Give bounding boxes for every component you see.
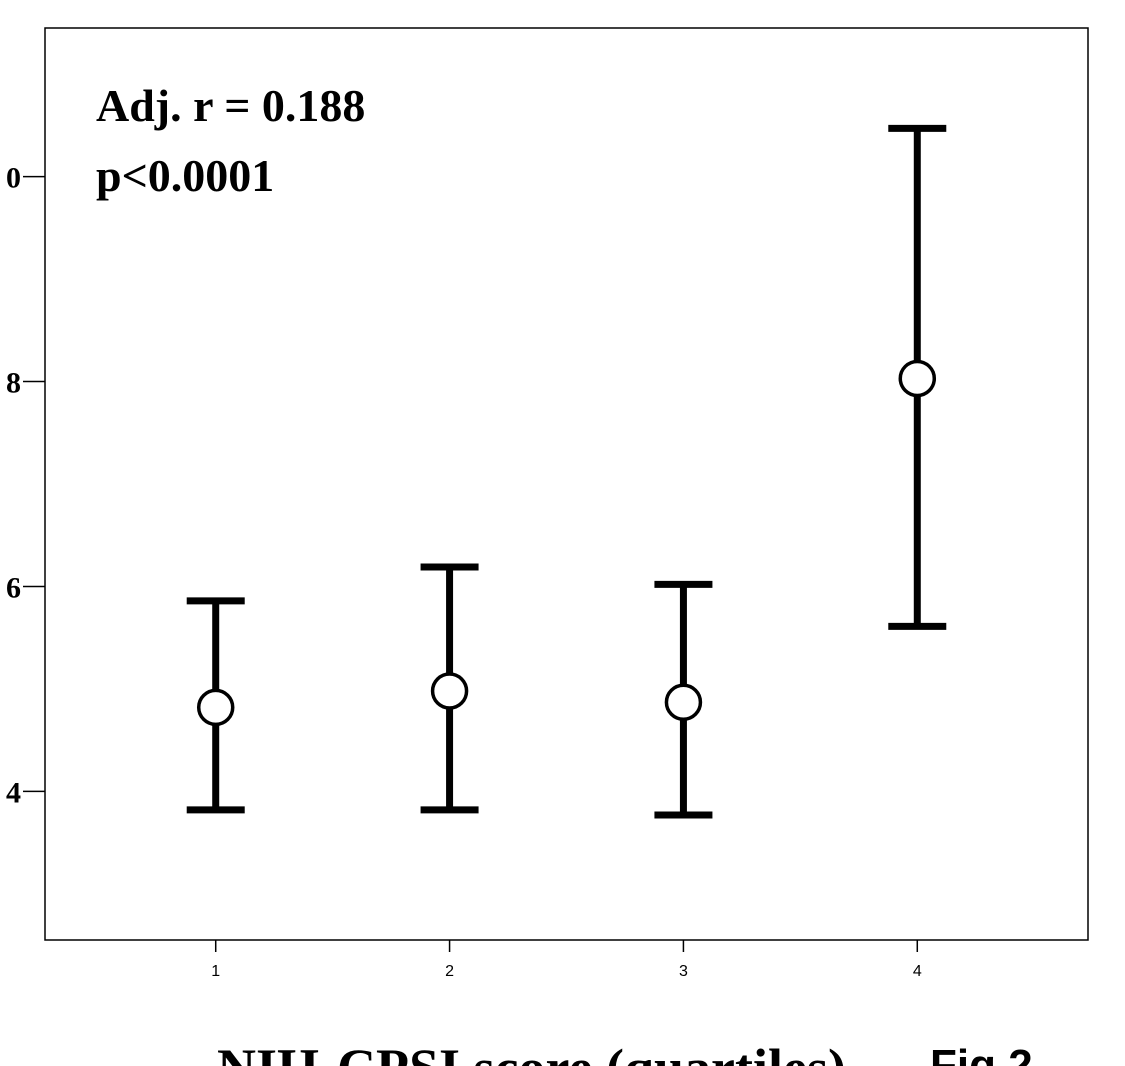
error-bar-group (654, 580, 713, 819)
mean-marker (898, 359, 937, 398)
series-means-with-error-bars (186, 124, 947, 819)
stat-annotation-r: Adj. r = 0.188 (96, 80, 365, 131)
y-axis: 4 6 8 0 (6, 162, 45, 809)
plot-frame (44, 27, 1089, 941)
x-tick-label: 1 (211, 963, 220, 980)
stat-annotation-p: p<0.0001 (96, 150, 274, 201)
y-tick-label: 6 (6, 571, 21, 604)
x-axis: 1 2 3 4 (211, 940, 922, 980)
x-tick-label: 4 (913, 963, 922, 980)
y-tick-label: 4 (6, 776, 21, 809)
error-bar-group (186, 597, 245, 814)
mean-marker (664, 683, 703, 722)
error-bar-group (888, 124, 947, 630)
y-tick-label: 0 (6, 162, 21, 195)
error-bar-group (420, 563, 479, 814)
x-axis-label: NIH-CPSI score (quartiles) (217, 1038, 846, 1066)
mean-marker (196, 688, 235, 727)
y-tick-label: 8 (6, 367, 21, 400)
x-tick-label: 3 (679, 963, 688, 980)
mean-marker (430, 672, 469, 710)
figure-label: Fig 2 (930, 1041, 1033, 1066)
x-tick-label: 2 (445, 963, 454, 980)
